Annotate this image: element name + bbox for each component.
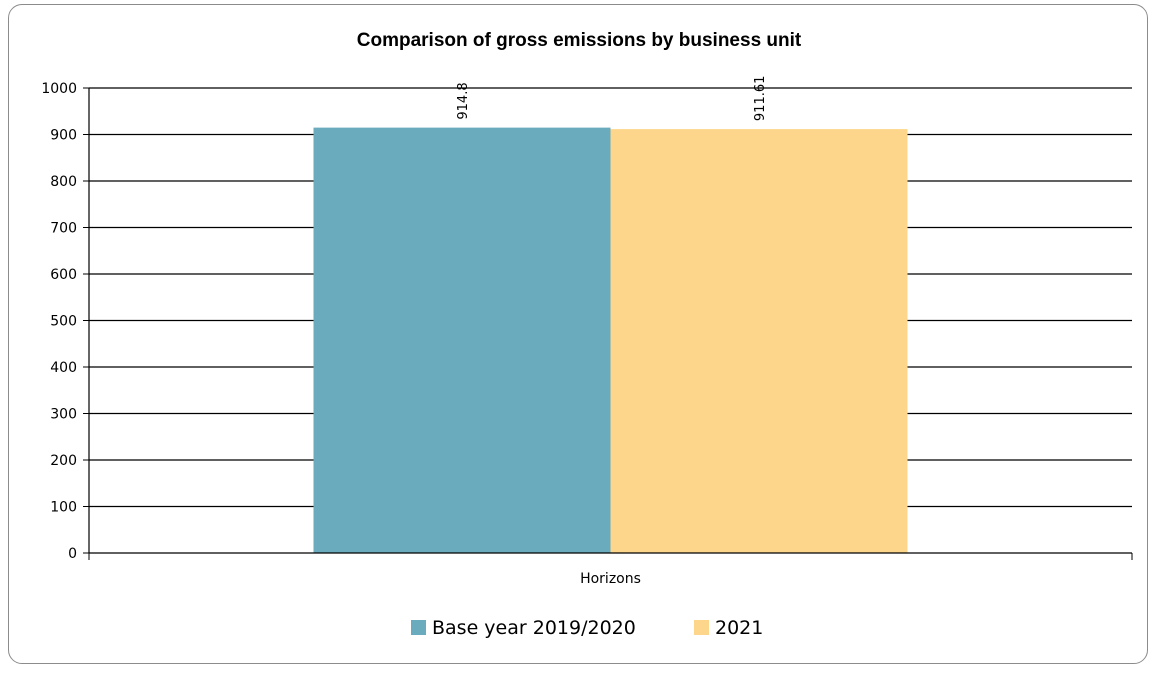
y-tick-label: 500 [50,314,77,330]
x-category-label: Horizons [580,571,641,587]
y-tick-label: 0 [68,546,77,562]
bar-base-year [313,127,611,554]
y-tick-label: 1000 [41,81,77,97]
y-tick-label: 100 [50,500,77,516]
y-tick-label: 900 [50,128,77,144]
legend-swatch [411,620,426,635]
bar-current-year [610,129,908,553]
y-tick-label: 700 [50,221,77,237]
bars [313,127,908,554]
data-labels: 914.8 911.61 [456,76,768,122]
legend-swatch [694,620,709,635]
legend: Base year 2019/2020 2021 [411,617,763,639]
y-tick-label: 400 [50,360,77,376]
y-tick-label: 800 [50,174,77,190]
chart-title: Comparison of gross emissions by busines… [357,30,802,51]
axes: 0 100 200 300 400 500 600 700 800 900 1000 Horizons [41,81,1133,587]
y-tick-label: 300 [50,407,77,423]
y-tick-label: 200 [50,453,77,469]
y-tick-label: 600 [50,267,77,283]
legend-label: 2021 [715,617,763,639]
bar-data-label: 914.8 [456,82,471,119]
bar-data-label: 911.61 [753,76,768,122]
legend-label: Base year 2019/2020 [432,617,636,639]
